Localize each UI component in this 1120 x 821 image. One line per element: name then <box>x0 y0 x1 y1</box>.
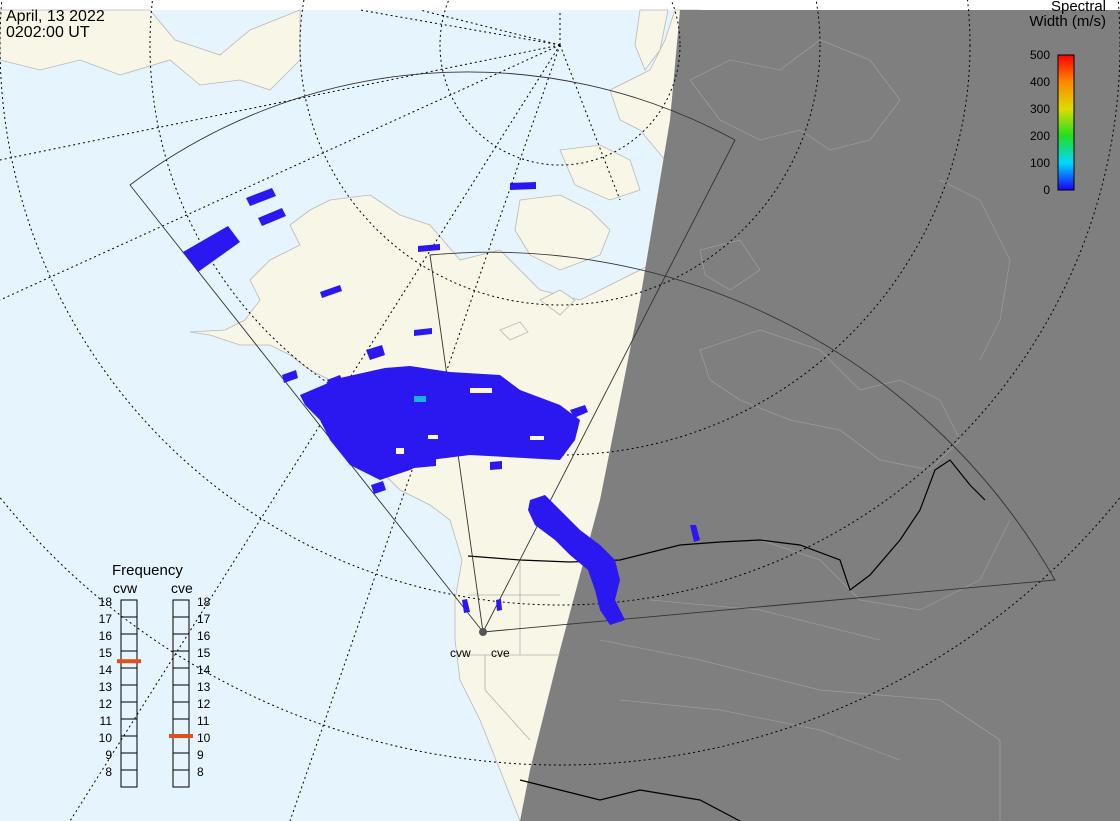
frequency-scale-label: 8 <box>197 765 204 779</box>
scatter-light <box>414 396 426 402</box>
frequency-scale-label: 8 <box>105 765 112 779</box>
scatter-cell <box>300 366 580 480</box>
cve-fov <box>429 251 1056 633</box>
frequency-scale-cvw <box>120 599 138 788</box>
night-region <box>520 10 1120 821</box>
colorbar-title: Spectral Width (m/s) <box>1029 0 1106 29</box>
frequency-scale-label: 10 <box>99 731 113 745</box>
scatter-gap <box>470 388 492 393</box>
scatter-cell <box>183 226 240 272</box>
frequency-scale-label: 16 <box>99 629 113 643</box>
scatter-gap <box>428 435 438 439</box>
freq-radar-label-cvw: cvw <box>113 580 138 596</box>
colorbar-tick-label: 0 <box>1043 183 1050 197</box>
state-borders <box>462 560 560 741</box>
frequency-scale-label: 15 <box>197 646 211 660</box>
date-label: April, 13 2022 <box>6 8 105 25</box>
frequency-scale-label: 10 <box>197 731 211 745</box>
scatter-cell <box>510 182 536 190</box>
colorbar-title-line2: Width (m/s) <box>1029 13 1106 30</box>
night-coastlines <box>599 39 1011 821</box>
scatter-cell <box>462 599 470 613</box>
frequency-panel: Frequency cvw cve 18 17 16 15 14 13 12 11 10 9 8 18… <box>99 562 211 788</box>
frequency-scale-label: 15 <box>99 646 113 660</box>
scatter-cell <box>371 481 386 494</box>
scatter-cell <box>320 285 342 298</box>
scatter-cell <box>418 244 440 252</box>
scatter-cell-light <box>414 396 426 402</box>
scatter-gaps <box>396 388 544 454</box>
scatter-cell <box>496 599 502 611</box>
frequency-scale-label: 17 <box>99 612 113 626</box>
frequency-scale-label: 9 <box>197 748 204 762</box>
scatter-data <box>183 182 700 625</box>
colorbar-gradient <box>1057 54 1075 191</box>
timestamp: April, 13 2022 0202:00 UT <box>6 9 105 41</box>
frequency-scale-label: 14 <box>99 663 113 677</box>
scatter-gap <box>530 436 544 440</box>
scatter-cell <box>690 525 700 542</box>
frequency-scale-label: 12 <box>99 697 113 711</box>
colorbar-tick-label: 500 <box>1030 48 1050 62</box>
frequency-scale-label: 11 <box>100 714 113 728</box>
freq-radar-label-cve: cve <box>171 580 193 596</box>
scatter-cell <box>366 345 385 360</box>
frequency-title: Frequency <box>112 562 183 579</box>
colorbar: 500 400 300 200 100 0 <box>1030 48 1075 197</box>
cvw-fov <box>129 71 736 633</box>
time-label: 0202:00 UT <box>6 24 90 41</box>
frequency-scale-label: 14 <box>197 663 211 677</box>
scatter-cell <box>414 328 432 336</box>
frequency-indicator-cvw <box>117 659 141 664</box>
frequency-scale-label: 17 <box>197 612 211 626</box>
scatter-cell <box>570 405 588 418</box>
frequency-scale-label: 12 <box>197 697 211 711</box>
colorbar-tick-label: 100 <box>1030 156 1050 170</box>
radar-site-marker <box>479 628 487 636</box>
frequency-indicator-cve <box>169 734 193 738</box>
scatter-cell <box>246 188 276 206</box>
frequency-scale-label: 16 <box>197 629 211 643</box>
frequency-scale-label: 11 <box>197 714 210 728</box>
scatter-gap <box>396 448 404 454</box>
frequency-scale-label: 9 <box>105 748 112 762</box>
radar-fov <box>129 71 1056 633</box>
scatter-cell <box>528 495 625 625</box>
colorbar-tick-label: 300 <box>1030 102 1050 116</box>
frequency-scale-label: 13 <box>99 680 113 694</box>
colorbar-tick-label: 400 <box>1030 75 1050 89</box>
scatter-cell <box>490 461 502 470</box>
frequency-scale-label: 13 <box>197 680 211 694</box>
frequency-scale-label: 18 <box>197 595 211 609</box>
frequency-scale-cve <box>172 599 190 788</box>
radar-sites: cvw cve <box>450 628 510 660</box>
colorbar-title-line1: Spectral <box>1050 0 1106 15</box>
site-label-cve: cve <box>491 646 510 660</box>
scatter-cell <box>414 458 436 468</box>
colorbar-ticks: 500 400 300 200 100 0 <box>1030 48 1050 197</box>
site-label-cvw: cvw <box>450 646 471 660</box>
scatter-cell <box>384 462 402 474</box>
colorbar-tick-label: 200 <box>1030 129 1050 143</box>
scatter-cell <box>258 208 286 226</box>
scatter-cell <box>282 370 298 383</box>
frequency-scale-label: 18 <box>99 595 113 609</box>
